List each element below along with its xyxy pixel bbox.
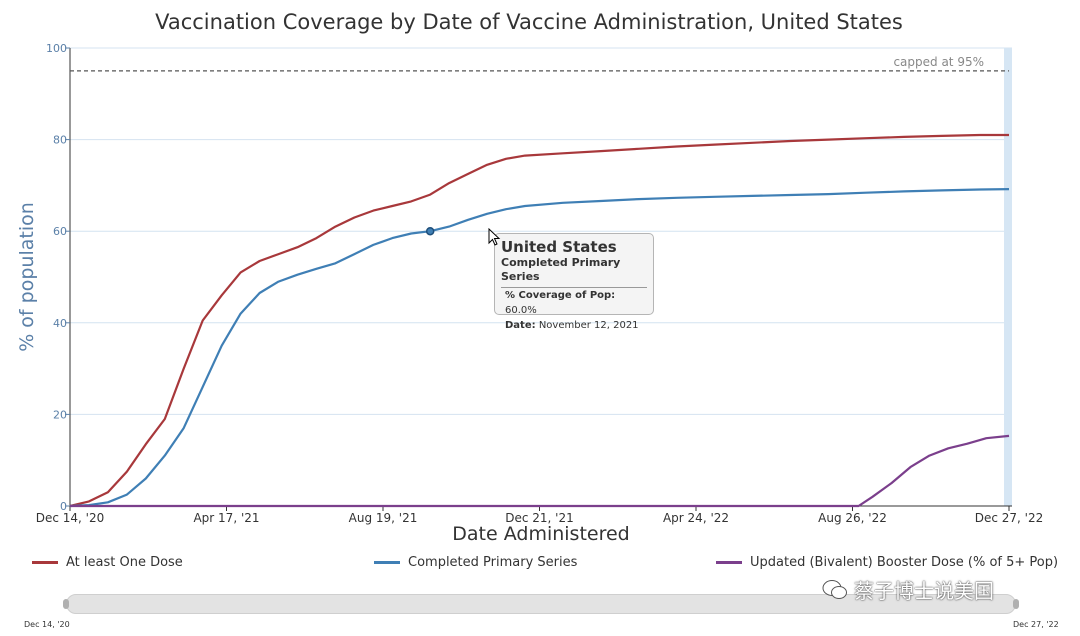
x-tick-label: Dec 27, '22: [975, 511, 1044, 525]
hover-point[interactable]: [425, 226, 435, 236]
y-tick-label: 100: [46, 42, 67, 55]
x-tick-label: Aug 19, '21: [349, 511, 418, 525]
series-group: [69, 133, 1010, 508]
hover-band: [1004, 48, 1012, 506]
tooltip-date-value: November 12, 2021: [538, 320, 639, 331]
legend: At least One Dose Completed Primary Seri…: [0, 555, 1080, 575]
x-tick-label: Aug 26, '22: [818, 511, 887, 525]
grid: [70, 47, 1012, 415]
mouse-cursor-icon: [488, 228, 501, 246]
x-axis-label: Date Administered: [452, 523, 629, 545]
series-line-2[interactable]: [70, 434, 1010, 508]
tooltip-coverage-value: 60.0%: [505, 305, 537, 316]
range-start-label: Dec 14, '20: [24, 620, 70, 629]
tooltip-date-key: Date:: [505, 320, 536, 331]
y-axis-label: % of population: [16, 202, 38, 352]
tooltip-coverage-key: % Coverage of Pop:: [505, 290, 616, 301]
legend-swatch: [374, 561, 400, 564]
tooltip-subtitle: Completed Primary Series: [501, 256, 647, 288]
y-tick-label: 40: [53, 317, 67, 330]
y-tick-label: 80: [53, 134, 67, 147]
legend-item-booster[interactable]: Updated (Bivalent) Booster Dose (% of 5+…: [716, 555, 1058, 570]
x-tick-label: Apr 24, '22: [663, 511, 729, 525]
watermark-text: 蔡子博士说美国: [854, 579, 994, 603]
x-ticks: Dec 14, '20 Apr 17, '21 Aug 19, '21 Dec 21,…: [36, 506, 1044, 525]
range-end-label: Dec 27, '22: [1013, 620, 1059, 629]
range-slider-handle-right[interactable]: [1013, 599, 1019, 609]
range-slider-handle-left[interactable]: [63, 599, 69, 609]
series-line-1[interactable]: [69, 188, 1010, 508]
legend-item-primary-series[interactable]: Completed Primary Series: [374, 555, 577, 570]
legend-label: At least One Dose: [66, 555, 183, 570]
legend-swatch: [716, 561, 742, 564]
legend-item-first-dose[interactable]: At least One Dose: [32, 555, 183, 570]
y-tick-label: 0: [60, 500, 67, 513]
legend-label: Updated (Bivalent) Booster Dose (% of 5+…: [750, 555, 1059, 570]
y-tick-label: 20: [53, 408, 67, 421]
x-tick-label: Apr 17, '21: [193, 511, 259, 525]
series-line-0[interactable]: [69, 133, 1009, 508]
cap-label: capped at 95%: [893, 55, 984, 69]
legend-swatch: [32, 561, 58, 564]
legend-label: Completed Primary Series: [408, 555, 578, 570]
tooltip-date-row: Date: November 12, 2021: [501, 318, 647, 333]
tooltip: United States Completed Primary Series %…: [494, 233, 654, 331]
wechat-icon: [822, 579, 847, 599]
tooltip-title: United States: [501, 238, 617, 256]
y-tick-label: 60: [53, 225, 67, 238]
x-tick-label: Dec 21, '21: [505, 511, 574, 525]
chart-title: Vaccination Coverage by Date of Vaccine …: [155, 10, 903, 34]
tooltip-coverage-row: % Coverage of Pop: 60.0%: [501, 288, 647, 318]
watermark: 蔡子博士说美国: [822, 575, 994, 604]
y-ticks: 0 20 40 60 80 100: [46, 42, 70, 513]
x-tick-label: Dec 14, '20: [36, 511, 105, 525]
